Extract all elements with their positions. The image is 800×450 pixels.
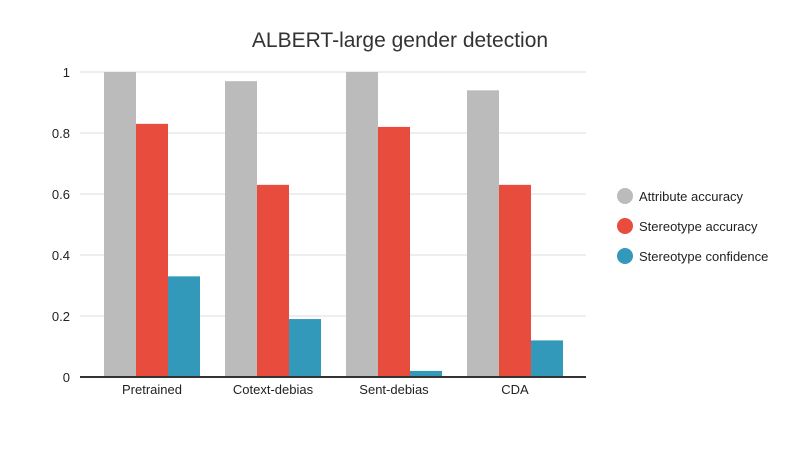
bar-stereotype-confidence bbox=[168, 276, 200, 377]
bar-stereotype-confidence bbox=[531, 340, 563, 377]
x-tick-label: Cotext-debias bbox=[233, 382, 314, 397]
bar-attribute-accuracy bbox=[346, 72, 378, 377]
bar-attribute-accuracy bbox=[104, 72, 136, 377]
legend-marker bbox=[617, 218, 633, 234]
legend-label: Stereotype accuracy bbox=[639, 219, 758, 234]
bar-stereotype-confidence bbox=[289, 319, 321, 377]
bar-stereotype-confidence bbox=[410, 370, 442, 377]
y-tick-label: 0.8 bbox=[52, 126, 70, 141]
legend: Attribute accuracy Stereotype accuracy Ste… bbox=[617, 188, 768, 264]
bar-attribute-accuracy bbox=[467, 90, 499, 378]
x-tick-label: Sent-debias bbox=[359, 382, 429, 397]
y-tick-label: 0.6 bbox=[52, 187, 70, 202]
y-tick-label: 0.4 bbox=[52, 248, 70, 263]
bar-attribute-accuracy bbox=[225, 81, 257, 378]
bar-stereotype-accuracy bbox=[378, 126, 410, 378]
legend-label: Stereotype confidence bbox=[639, 249, 768, 264]
legend-marker bbox=[617, 188, 633, 204]
bar-stereotype-accuracy bbox=[499, 184, 531, 377]
y-tick-label: 1 bbox=[63, 65, 70, 80]
bars bbox=[104, 72, 563, 378]
bar-stereotype-accuracy bbox=[257, 184, 289, 377]
x-tick-label: Pretrained bbox=[122, 382, 182, 397]
bar-stereotype-accuracy bbox=[136, 123, 168, 377]
y-tick-label: 0 bbox=[63, 370, 70, 385]
chart-title: ALBERT-large gender detection bbox=[252, 29, 548, 52]
y-axis-ticks: 0 0.2 0.4 0.6 0.8 1 bbox=[52, 65, 70, 385]
legend-label: Attribute accuracy bbox=[639, 189, 744, 204]
y-tick-label: 0.2 bbox=[52, 309, 70, 324]
x-tick-label: CDA bbox=[501, 382, 529, 397]
legend-marker bbox=[617, 248, 633, 264]
x-axis-ticks: Pretrained Cotext-debias Sent-debias CDA bbox=[122, 382, 529, 397]
